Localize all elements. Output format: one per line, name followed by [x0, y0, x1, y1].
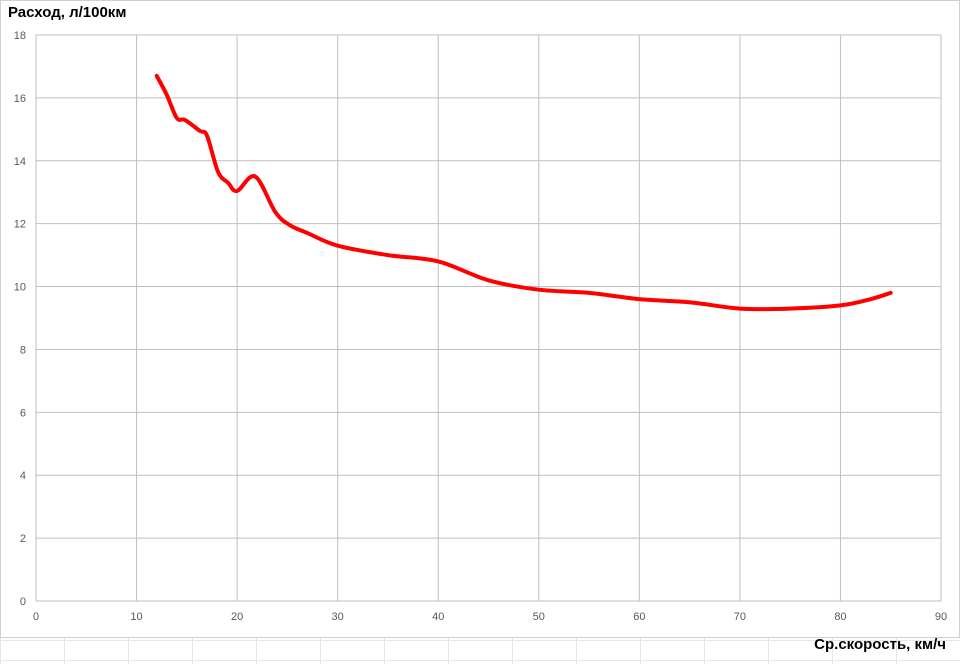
plot-area — [35, 34, 942, 602]
series-line — [154, 73, 893, 312]
y-tick-label: 10 — [14, 282, 26, 294]
x-tick-label: 40 — [432, 611, 444, 623]
x-tick-label: 60 — [633, 611, 645, 623]
y-tick-label: 12 — [14, 219, 26, 231]
y-tick-label: 0 — [20, 596, 26, 608]
x-tick-label: 30 — [332, 611, 344, 623]
x-axis-label: Ср.скорость, км/ч — [814, 636, 946, 653]
y-tick-label: 2 — [20, 533, 26, 545]
y-tick-label: 6 — [20, 407, 26, 419]
x-tick-label: 70 — [734, 611, 746, 623]
y-tick-label: 18 — [14, 30, 26, 42]
x-tick-label: 10 — [130, 611, 142, 623]
y-tick-label: 16 — [14, 93, 26, 105]
x-tick-label: 0 — [33, 611, 39, 623]
y-tick-label: 4 — [20, 470, 26, 482]
y-axis-label: Расход, л/100км — [8, 4, 127, 21]
x-tick-label: 20 — [231, 611, 243, 623]
x-tick-label: 80 — [834, 611, 846, 623]
x-tick-label: 50 — [533, 611, 545, 623]
y-tick-label: 14 — [14, 156, 26, 168]
x-tick-label: 90 — [935, 611, 947, 623]
y-tick-label: 8 — [20, 344, 26, 356]
